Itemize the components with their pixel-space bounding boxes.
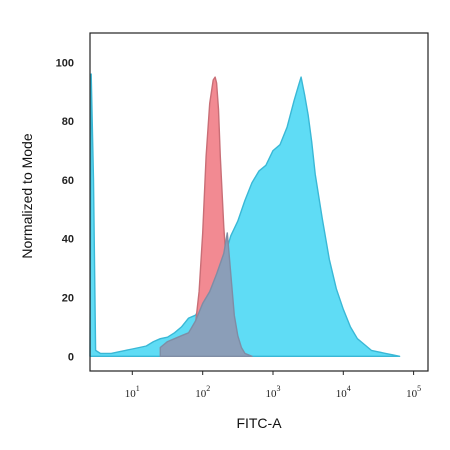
y-tick-label: 0 [68, 351, 74, 363]
y-tick-label: 20 [62, 293, 74, 305]
x-tick-label: 101 [125, 384, 140, 400]
x-tick-label: 103 [266, 384, 281, 400]
x-axis-title: FITC-A [236, 415, 282, 431]
x-tick-label: 102 [195, 384, 210, 400]
x-tick-label: 104 [336, 384, 351, 400]
y-tick-label: 40 [62, 234, 74, 246]
histogram-series-3 [159, 232, 253, 357]
x-tick-label: 105 [406, 384, 421, 400]
y-tick-label: 60 [62, 175, 74, 187]
y-tick-label: 80 [62, 116, 74, 128]
series-layer [89, 73, 401, 357]
y-axis: 0 20 40 60 80 100 [56, 57, 74, 363]
plot-frame [89, 32, 429, 372]
histogram-series-1 [89, 73, 401, 357]
x-axis: 101 102 103 104 105 [125, 371, 421, 400]
y-axis-title: Normalized to Mode [19, 133, 35, 258]
y-tick-label: 100 [56, 57, 74, 69]
